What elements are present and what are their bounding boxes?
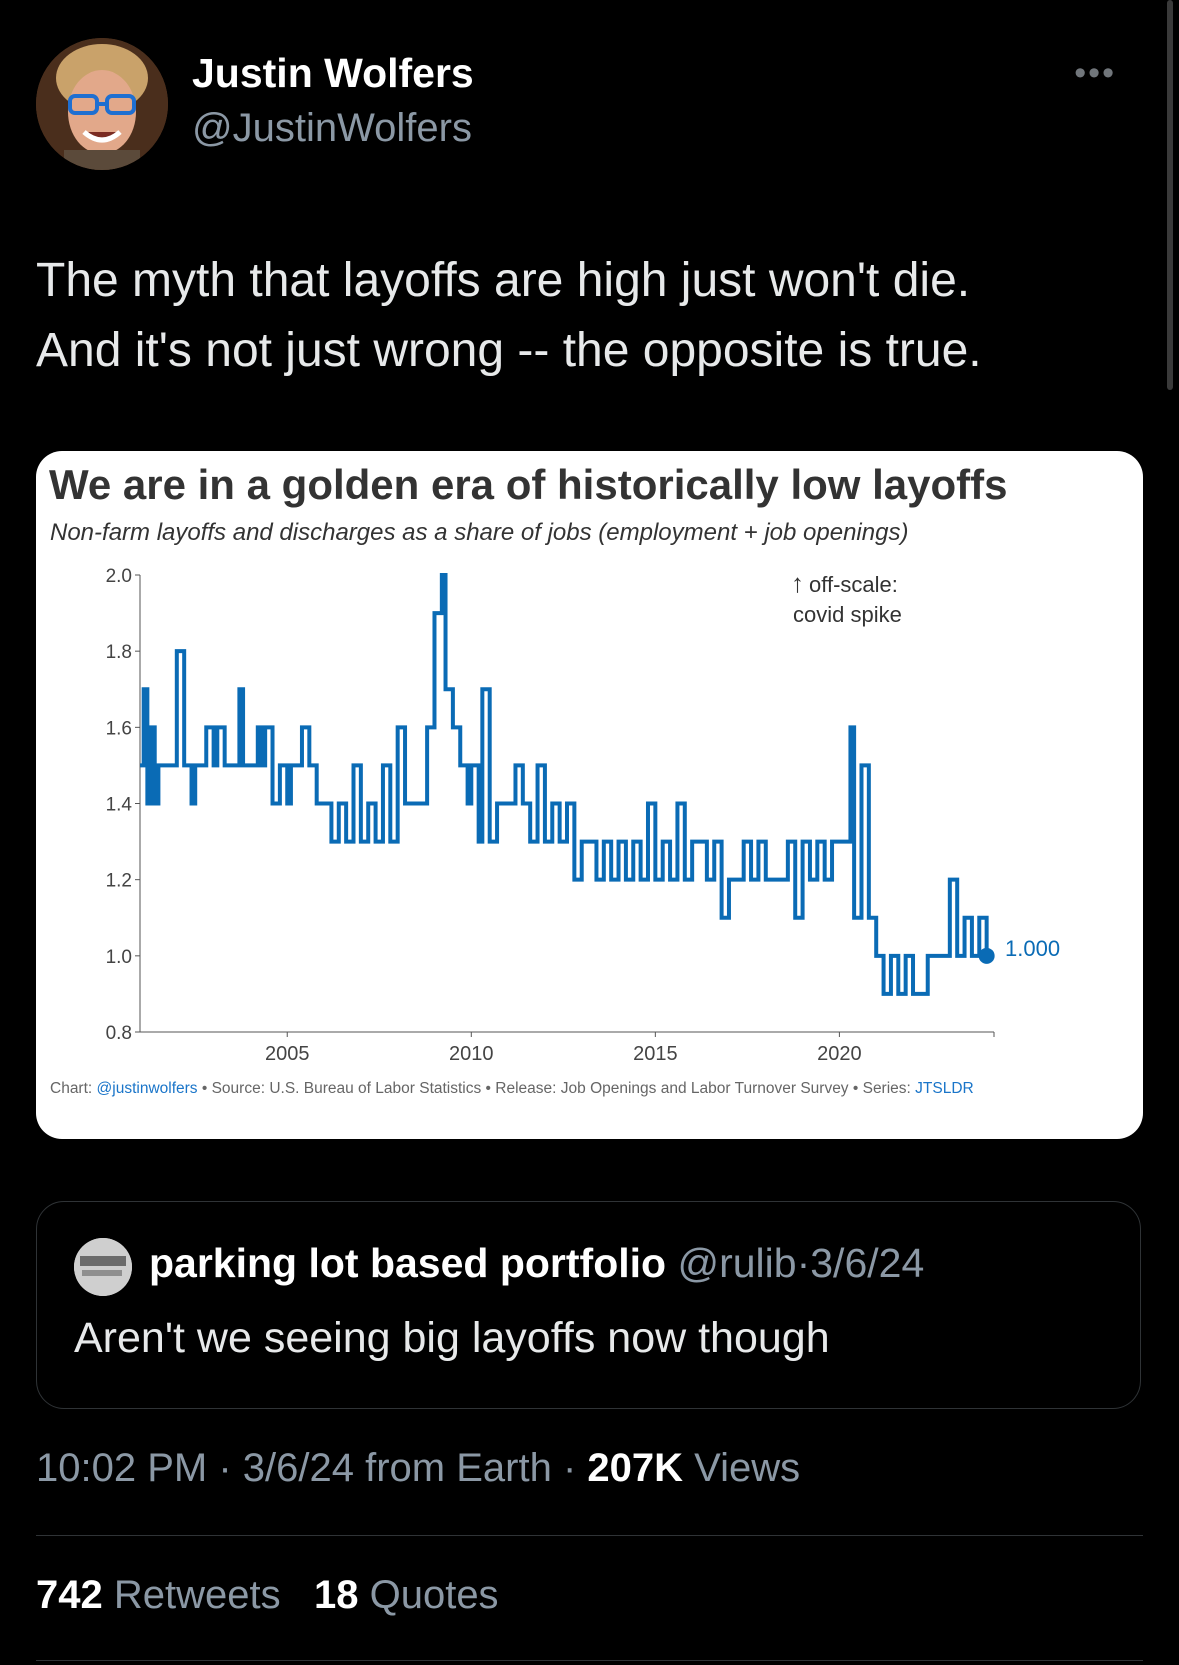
quoted-date[interactable]: 3/6/24 bbox=[810, 1240, 925, 1286]
retweets-link[interactable]: 742 Retweets bbox=[36, 1573, 281, 1617]
x-tick-label: 2010 bbox=[449, 1043, 494, 1065]
x-tick-label: 2015 bbox=[633, 1043, 678, 1065]
footer-chart-link: @justinwolfers bbox=[97, 1080, 198, 1097]
covid-annotation: ↑ off-scale: covid spike bbox=[791, 568, 902, 627]
tweet-time[interactable]: 10:02 PM bbox=[36, 1446, 208, 1490]
y-tick-label: 1.4 bbox=[106, 795, 133, 816]
chart-title: We are in a golden era of historically l… bbox=[49, 461, 1007, 508]
tweet-line: And it's not just wrong -- the opposite … bbox=[36, 324, 982, 377]
annotation-line: off-scale: bbox=[809, 572, 898, 597]
separator: · bbox=[218, 1446, 232, 1490]
divider bbox=[36, 1660, 1143, 1661]
y-tick-label: 2.0 bbox=[106, 566, 132, 587]
y-tick-label: 1.0 bbox=[106, 947, 132, 968]
scrollbar[interactable] bbox=[1167, 0, 1173, 390]
y-tick-label: 1.6 bbox=[106, 718, 132, 739]
y-tick-label: 0.8 bbox=[106, 1023, 132, 1044]
separator: · bbox=[562, 1446, 577, 1490]
author-name[interactable]: Justin Wolfers bbox=[192, 50, 474, 96]
tweet-date-location[interactable]: 3/6/24 from Earth bbox=[242, 1446, 552, 1490]
tweet-text: The myth that layoffs are high just won'… bbox=[36, 246, 1136, 386]
avatar-image bbox=[74, 1238, 132, 1296]
footer-series-id: JTSLDR bbox=[915, 1080, 974, 1097]
layoffs-chart: We are in a golden era of historically l… bbox=[49, 461, 1060, 1097]
quoted-tweet-text: Aren't we seeing big layoffs now though bbox=[74, 1314, 830, 1362]
quoted-author-name[interactable]: parking lot based portfolio bbox=[149, 1240, 667, 1286]
x-tick-label: 2005 bbox=[265, 1043, 310, 1065]
annotation-arrow: ↑ bbox=[791, 568, 804, 598]
chart-image[interactable]: We are in a golden era of historically l… bbox=[36, 451, 1143, 1139]
divider bbox=[36, 1535, 1143, 1536]
footer-chart-label: Chart: bbox=[50, 1080, 92, 1097]
y-axis: 0.8 1.0 1.2 1.4 1.6 1.8 2.0 bbox=[106, 566, 141, 1044]
quoted-author-line: parking lot based portfolio @rulib·3/6/2… bbox=[149, 1240, 924, 1287]
series-line bbox=[140, 573, 995, 996]
views-label: Views bbox=[694, 1446, 801, 1490]
views-count: 207K bbox=[587, 1446, 684, 1490]
tweet-meta: 10:02 PM · 3/6/24 from Earth · 207K View… bbox=[36, 1446, 800, 1491]
avatar-portrait bbox=[36, 38, 168, 170]
chart-source-footer: Chart: @justinwolfers • Source: U.S. Bur… bbox=[50, 1080, 974, 1097]
y-tick-label: 1.8 bbox=[106, 642, 132, 663]
chart-subtitle: Non-farm layoffs and discharges as a sha… bbox=[50, 519, 908, 546]
separator: · bbox=[796, 1240, 811, 1286]
x-tick-label: 2020 bbox=[817, 1043, 862, 1065]
last-value-label: 1.000 bbox=[1005, 936, 1060, 961]
more-options-icon[interactable]: ••• bbox=[1074, 54, 1116, 92]
last-point-marker bbox=[978, 947, 995, 964]
author-avatar[interactable] bbox=[36, 38, 168, 170]
data-line bbox=[140, 573, 989, 996]
engagement-stats: 742 Retweets 18 Quotes bbox=[36, 1573, 499, 1618]
x-axis: 2005 2010 2015 2020 bbox=[140, 1031, 995, 1065]
tweet-header: Justin Wolfers @JustinWolfers ••• bbox=[36, 38, 1146, 173]
retweets-label: Retweets bbox=[113, 1573, 281, 1617]
retweets-count: 742 bbox=[36, 1573, 103, 1617]
quoted-author-avatar[interactable] bbox=[74, 1238, 132, 1296]
tweet-line: The myth that layoffs are high just won'… bbox=[36, 254, 971, 307]
footer-source: • Source: U.S. Bureau of Labor Statistic… bbox=[202, 1080, 911, 1097]
quoted-author-handle[interactable]: @rulib bbox=[677, 1240, 797, 1286]
quotes-count: 18 bbox=[313, 1573, 359, 1617]
annotation-line: covid spike bbox=[793, 602, 902, 627]
quoted-tweet[interactable]: parking lot based portfolio @rulib·3/6/2… bbox=[36, 1201, 1141, 1409]
y-tick-label: 1.2 bbox=[106, 871, 132, 892]
quotes-link[interactable]: 18 Quotes bbox=[314, 1573, 499, 1617]
author-handle[interactable]: @JustinWolfers bbox=[192, 106, 472, 150]
quotes-label: Quotes bbox=[369, 1573, 499, 1617]
